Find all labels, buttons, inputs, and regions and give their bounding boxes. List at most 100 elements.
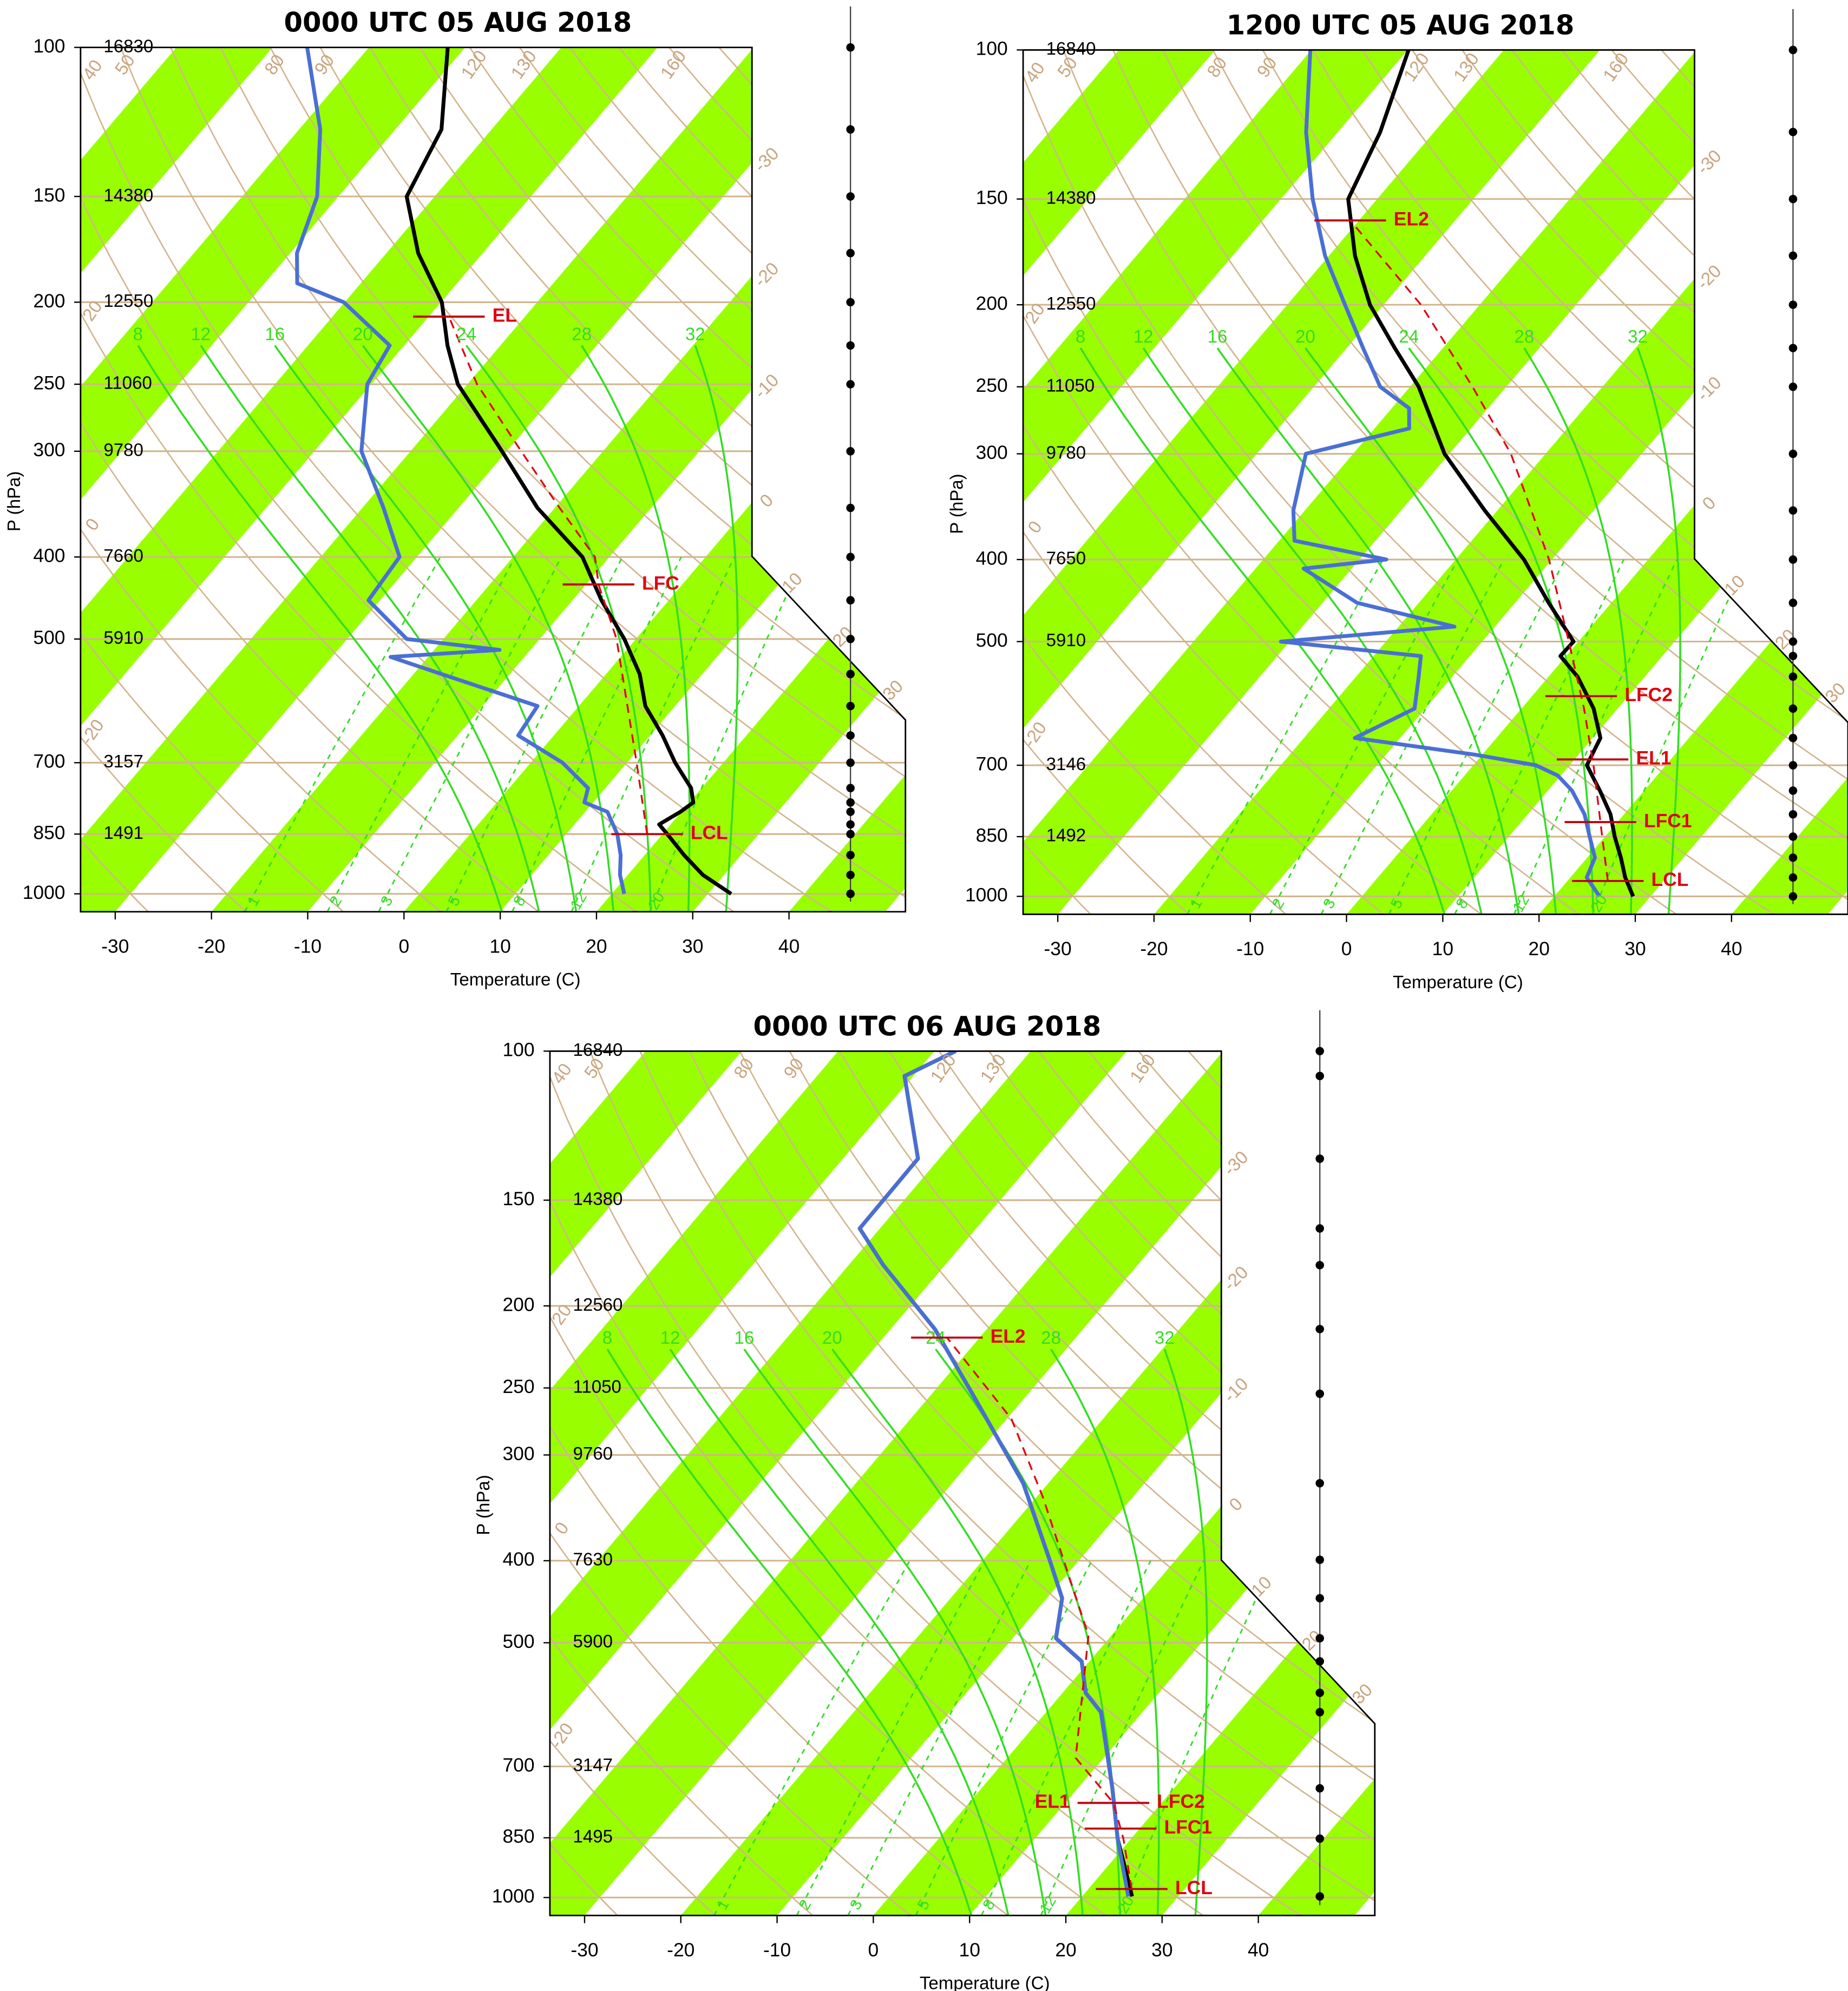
wind-level-dot xyxy=(1315,1892,1325,1901)
mixing-ratio-line xyxy=(571,556,735,912)
y-tick-label: 300 xyxy=(976,442,1008,463)
moist-adiabat-label: 16 xyxy=(1208,327,1228,347)
x-tick-label: 20 xyxy=(586,935,607,957)
dry-adiabat xyxy=(1023,50,1287,915)
dry-adiabat xyxy=(369,47,906,912)
level-label: EL2 xyxy=(1394,208,1429,230)
dry-adiabat xyxy=(1262,50,1848,915)
y-tick-label: 500 xyxy=(502,1631,534,1652)
isotherm-label: 0 xyxy=(1226,1494,1247,1515)
x-tick-label: 30 xyxy=(1151,1939,1172,1961)
dry-adiabat xyxy=(549,1051,716,1916)
height-label: 9780 xyxy=(1046,443,1086,463)
moist-adiabat-label: 16 xyxy=(265,324,285,344)
height-label: 5900 xyxy=(573,1632,613,1652)
mixing-ratio-line xyxy=(1040,1560,1204,1916)
isotherm-label: -30 xyxy=(750,143,783,176)
wind-level-dot xyxy=(846,447,855,456)
profile-line xyxy=(1279,50,1601,898)
skewt-chart: 8 12 16 20 24 28 321 2 3 5 8 12 20100150200250300400… xyxy=(0,1010,1848,1991)
wind-level-dot xyxy=(846,820,855,829)
x-tick-label: 10 xyxy=(959,1939,980,1961)
dry-adiabat xyxy=(419,47,906,912)
x-tick-label: -10 xyxy=(1236,938,1264,960)
wind-level-dot xyxy=(1788,194,1798,203)
x-tick-label: 40 xyxy=(1248,1939,1269,1961)
dry-adiabat xyxy=(1112,50,1848,915)
dry-adiabat xyxy=(1023,50,1091,915)
x-tick-label: 0 xyxy=(1341,938,1352,960)
dry-adiabat xyxy=(1023,50,1482,915)
dry-adiabat xyxy=(689,1051,1375,1916)
wind-level-dot xyxy=(846,596,855,605)
wind-level-dot xyxy=(1788,128,1798,136)
wind-level-dot xyxy=(846,758,855,767)
isotherm-label: 0 xyxy=(1699,493,1720,514)
wind-level-dot xyxy=(1315,1555,1325,1564)
isotherm-band xyxy=(596,47,906,912)
x-tick-label: 30 xyxy=(682,935,703,957)
wind-level-dot xyxy=(1788,555,1798,564)
x-tick-label: 10 xyxy=(489,935,510,957)
moist-adiabat-label: 28 xyxy=(1514,327,1534,347)
moist-adiabat-label: 20 xyxy=(353,324,373,344)
wind-level-dot xyxy=(1788,892,1798,901)
mixing-ratio-line xyxy=(847,1560,1032,1916)
y-tick-label: 100 xyxy=(33,35,65,57)
height-label: 12550 xyxy=(103,291,153,311)
x-tick-label: 40 xyxy=(778,935,800,957)
wind-level-dot xyxy=(1315,1325,1325,1333)
height-label: 12550 xyxy=(1046,294,1096,314)
dry-adiabat xyxy=(1361,50,1848,915)
isotherm-band xyxy=(1451,1051,1848,1915)
dry-adiabat xyxy=(549,1051,1106,1916)
moist-adiabat-label: 12 xyxy=(191,324,211,344)
moist-adiabat xyxy=(1305,347,1557,915)
y-tick-label: 400 xyxy=(502,1548,534,1570)
height-label: 14380 xyxy=(573,1189,622,1209)
isotherm-band xyxy=(1539,50,1848,915)
mixing-ratio-line xyxy=(1187,559,1384,915)
mixing-ratio-line xyxy=(713,1560,911,1916)
moist-adiabat xyxy=(200,345,540,912)
wind-level-dot xyxy=(1315,1688,1325,1697)
isotherm-band xyxy=(549,1051,1127,1916)
moist-adiabat xyxy=(694,345,739,912)
wind-level-dot xyxy=(846,380,855,389)
wind-level-dot xyxy=(1315,1479,1325,1488)
isotherm-band xyxy=(549,1051,935,1916)
moist-adiabat xyxy=(606,1349,973,1916)
wind-level-dot xyxy=(846,298,855,307)
wind-level-dot xyxy=(1788,652,1798,660)
dry-adiabat xyxy=(1023,50,1384,915)
dry-adiabat xyxy=(789,1051,1375,1916)
moist-adiabat-label: 8 xyxy=(133,324,143,344)
y-tick-label: 300 xyxy=(502,1443,534,1464)
dry-adiabat xyxy=(1023,50,1774,915)
y-tick-label: 400 xyxy=(976,547,1008,569)
wind-level-dot xyxy=(846,889,855,898)
profile-line xyxy=(857,1051,1130,1897)
isotherm-band xyxy=(0,1051,357,1915)
moist-adiabat xyxy=(1163,1349,1208,1916)
moist-adiabat xyxy=(362,345,614,912)
dry-adiabat xyxy=(80,47,149,912)
moist-adiabat-label: 20 xyxy=(822,1328,842,1348)
profile-line xyxy=(295,47,626,895)
plot-frame xyxy=(549,1050,1376,1916)
moist-adiabat-label: 28 xyxy=(572,324,592,344)
height-label: 11050 xyxy=(1046,376,1095,396)
height-label: 9780 xyxy=(103,441,143,461)
isotherm-band xyxy=(1643,1051,1848,1915)
wind-level-dot xyxy=(846,870,855,879)
moist-adiabat-label: 24 xyxy=(456,324,476,344)
y-tick-label: 100 xyxy=(502,1039,534,1061)
x-tick-label: -10 xyxy=(294,935,322,957)
x-tick-label: 30 xyxy=(1624,938,1646,960)
moist-adiabat-label: 32 xyxy=(685,324,705,344)
moist-adiabat xyxy=(743,1348,1047,1916)
y-tick-label: 150 xyxy=(33,184,65,206)
moist-adiabat xyxy=(935,1348,1122,1916)
dry-adiabat xyxy=(80,47,246,912)
